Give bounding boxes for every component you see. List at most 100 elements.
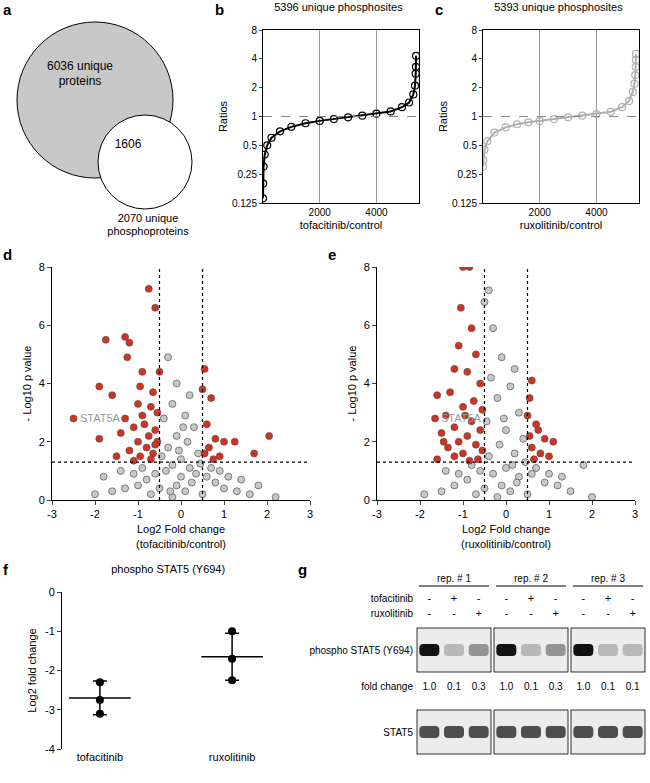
svg-text:Log2 Fold change(tofacitinib/c: Log2 Fold change(tofacitinib/control) <box>136 523 226 549</box>
svg-text:-: - <box>504 592 508 604</box>
svg-text:+: + <box>552 607 558 619</box>
svg-text:8: 8 <box>364 261 370 273</box>
svg-text:- Log10 p value: - Log10 p value <box>21 346 33 422</box>
svg-text:0: 0 <box>49 586 55 598</box>
svg-text:2: 2 <box>589 508 595 520</box>
svg-text:2: 2 <box>264 508 270 520</box>
svg-text:1.0: 1.0 <box>499 681 513 692</box>
svg-text:rep. # 3: rep. # 3 <box>591 573 625 584</box>
svg-text:2070 uniquephosphoproteins: 2070 uniquephosphoproteins <box>107 212 189 237</box>
svg-text:-: - <box>477 592 481 604</box>
svg-text:fold change: fold change <box>361 681 413 692</box>
svg-text:-1: -1 <box>45 625 55 637</box>
svg-text:-: - <box>554 592 558 604</box>
svg-text:0.1: 0.1 <box>447 681 461 692</box>
svg-text:1: 1 <box>471 111 477 122</box>
svg-text:phospho STAT5 (Y694): phospho STAT5 (Y694) <box>111 563 225 575</box>
svg-text:0.125: 0.125 <box>232 198 257 209</box>
svg-text:1: 1 <box>251 111 257 122</box>
svg-text:0: 0 <box>178 508 184 520</box>
svg-text:2000: 2000 <box>309 207 332 218</box>
svg-text:8: 8 <box>471 25 477 36</box>
svg-text:1.0: 1.0 <box>576 681 590 692</box>
svg-text:- Log10 p value: - Log10 p value <box>346 346 358 422</box>
svg-text:tofacitinib: tofacitinib <box>77 751 123 763</box>
svg-text:+: + <box>451 592 457 604</box>
svg-text:4: 4 <box>251 53 257 64</box>
svg-text:-: - <box>452 607 456 619</box>
svg-text:tofacitinib/control: tofacitinib/control <box>300 219 383 231</box>
svg-text:rep. # 1: rep. # 1 <box>437 573 471 584</box>
svg-text:STAT5A: STAT5A <box>80 412 121 424</box>
svg-text:ruxolitinib: ruxolitinib <box>209 751 255 763</box>
svg-text:1: 1 <box>221 508 227 520</box>
svg-text:0.3: 0.3 <box>549 681 563 692</box>
svg-text:0.5: 0.5 <box>463 140 477 151</box>
svg-text:+: + <box>605 592 611 604</box>
svg-text:2: 2 <box>39 436 45 448</box>
svg-text:STAT5: STAT5 <box>383 727 413 738</box>
svg-text:0.25: 0.25 <box>238 169 258 180</box>
svg-text:4: 4 <box>471 53 477 64</box>
svg-text:3: 3 <box>307 508 313 520</box>
svg-text:2: 2 <box>364 436 370 448</box>
svg-text:0: 0 <box>364 494 370 506</box>
svg-text:-2: -2 <box>415 508 425 520</box>
svg-text:1606: 1606 <box>115 137 142 151</box>
svg-text:+: + <box>475 607 481 619</box>
svg-text:1.0: 1.0 <box>422 681 436 692</box>
svg-text:-3: -3 <box>45 704 55 716</box>
svg-text:-1: -1 <box>133 508 143 520</box>
svg-text:2: 2 <box>251 82 257 93</box>
svg-text:Ratios: Ratios <box>217 100 229 132</box>
svg-text:-2: -2 <box>45 664 55 676</box>
svg-text:-: - <box>581 592 585 604</box>
svg-text:0: 0 <box>39 494 45 506</box>
svg-text:4000: 4000 <box>585 207 608 218</box>
svg-text:ruxolitinib/control: ruxolitinib/control <box>520 219 603 231</box>
svg-text:0: 0 <box>503 508 509 520</box>
svg-text:0.5: 0.5 <box>243 140 257 151</box>
svg-text:6: 6 <box>364 319 370 331</box>
svg-text:STAT5A: STAT5A <box>441 412 482 424</box>
svg-text:ruxolitinib: ruxolitinib <box>371 608 414 619</box>
svg-text:Ratios: Ratios <box>437 100 449 132</box>
svg-text:6: 6 <box>39 319 45 331</box>
svg-text:8: 8 <box>39 261 45 273</box>
svg-text:rep. # 2: rep. # 2 <box>514 573 548 584</box>
svg-text:3: 3 <box>632 508 638 520</box>
svg-text:-: - <box>504 607 508 619</box>
svg-text:4000: 4000 <box>365 207 388 218</box>
svg-text:-2: -2 <box>90 508 100 520</box>
svg-text:1: 1 <box>546 508 552 520</box>
svg-text:-: - <box>606 607 610 619</box>
svg-text:8: 8 <box>251 25 257 36</box>
svg-text:-3: -3 <box>372 508 382 520</box>
svg-text:0.1: 0.1 <box>524 681 538 692</box>
svg-text:-: - <box>529 607 533 619</box>
svg-text:phospho STAT5 (Y694): phospho STAT5 (Y694) <box>309 645 413 656</box>
svg-text:0.125: 0.125 <box>452 198 477 209</box>
svg-text:0.3: 0.3 <box>472 681 486 692</box>
svg-text:Log2 Fold change(ruxolitinib/c: Log2 Fold change(ruxolitinib/control) <box>461 523 551 549</box>
svg-text:Log2 fold change: Log2 fold change <box>26 628 38 712</box>
svg-text:+: + <box>528 592 534 604</box>
svg-text:4: 4 <box>364 377 370 389</box>
svg-text:-: - <box>581 607 585 619</box>
svg-text:-: - <box>631 592 635 604</box>
svg-text:5396 unique phosphosites: 5396 unique phosphosites <box>274 1 403 13</box>
svg-text:-4: -4 <box>45 743 55 755</box>
svg-text:-: - <box>427 607 431 619</box>
svg-text:0.25: 0.25 <box>458 169 478 180</box>
svg-text:4: 4 <box>39 377 45 389</box>
svg-text:5393 unique phosphosites: 5393 unique phosphosites <box>494 1 623 13</box>
svg-text:-1: -1 <box>458 508 468 520</box>
svg-text:-: - <box>427 592 431 604</box>
svg-text:6036 uniqueproteins: 6036 uniqueproteins <box>47 59 113 88</box>
svg-text:+: + <box>629 607 635 619</box>
svg-text:2000: 2000 <box>529 207 552 218</box>
svg-text:tofacitinib: tofacitinib <box>371 593 414 604</box>
svg-text:0.1: 0.1 <box>626 681 640 692</box>
svg-text:0.1: 0.1 <box>601 681 615 692</box>
svg-text:2: 2 <box>471 82 477 93</box>
